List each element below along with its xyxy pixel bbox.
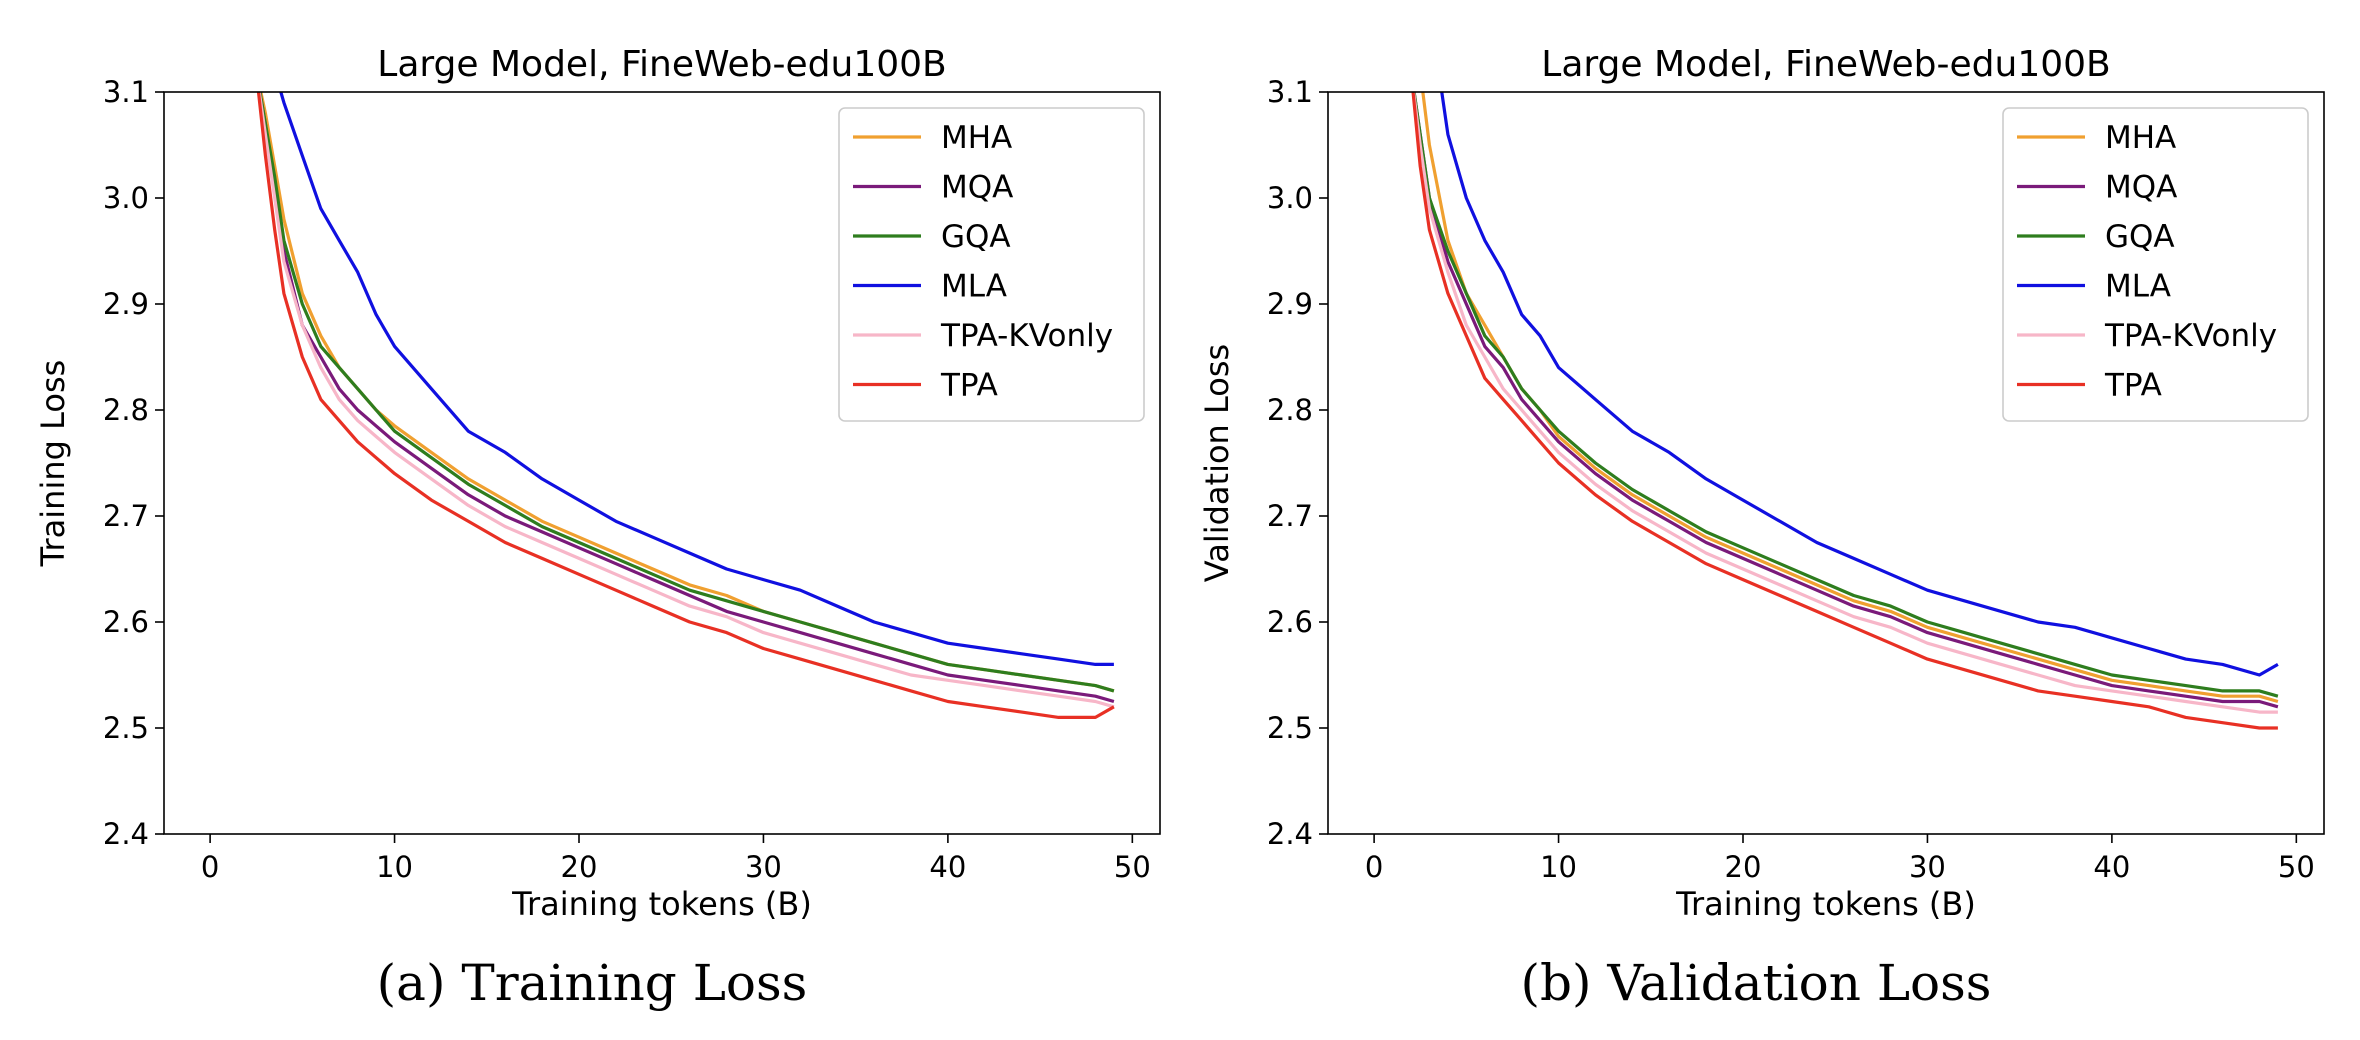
plot-frame <box>1327 91 2325 835</box>
series-line-mqa <box>1412 92 2279 709</box>
caption-b: (b) Validation Loss <box>1521 954 1992 1012</box>
series-line-gqa <box>258 92 1115 693</box>
x-axis-label: Training tokens (B) <box>511 885 812 923</box>
legend-label-tpa-kvonly: TPA-KVonly <box>940 318 1113 354</box>
x-tick-label: 0 <box>1365 850 1383 884</box>
y-tick-label: 2.7 <box>1267 499 1313 533</box>
y-tick-label: 3.0 <box>103 181 149 215</box>
y-tick-label: 2.5 <box>1267 711 1313 745</box>
legend: MHA MQA GQA MLA TPA-KVonly TPA <box>838 107 1145 422</box>
legend-label-mla: MLA <box>2105 269 2171 305</box>
y-tick-label: 2.9 <box>1267 287 1313 321</box>
series-lines <box>256 92 1115 719</box>
caption-a: (a) Training Loss <box>377 954 808 1012</box>
chart-title: Large Model, FineWeb-edu100B <box>1541 44 2110 85</box>
x-tick-label: 10 <box>376 850 413 884</box>
x-tick-label: 10 <box>1540 850 1577 884</box>
legend-label-mqa: MQA <box>941 170 1013 206</box>
chart-title: Large Model, FineWeb-edu100B <box>377 44 946 85</box>
x-tick-label: 30 <box>745 850 782 884</box>
y-axis-label: Validation Loss <box>1198 344 1236 582</box>
legend-label-mla: MLA <box>941 269 1007 305</box>
legend-label-mha: MHA <box>941 120 1012 156</box>
chart-panel-1: 0 10 20 30 40 50 2.4 2.5 2.6 2.7 2.8 2.9 3.0 3.1 Large… <box>1198 44 2325 923</box>
series-line-mla <box>1440 92 2279 677</box>
series-line-mha <box>1421 92 2279 704</box>
x-tick-label: 20 <box>1725 850 1762 884</box>
y-tick-label: 2.5 <box>103 711 149 745</box>
y-tick-label: 2.8 <box>1267 393 1313 427</box>
x-tick-label: 20 <box>561 850 598 884</box>
legend-label-gqa: GQA <box>941 219 1011 255</box>
legend-label-mqa: MQA <box>2105 170 2177 206</box>
series-line-tpa <box>256 92 1115 719</box>
legend-label-gqa: GQA <box>2105 219 2175 255</box>
legend-label-tpa-kvonly: TPA-KVonly <box>2104 318 2277 354</box>
x-tick-label: 30 <box>1909 850 1946 884</box>
series-line-tpa-kvonly <box>1412 92 2278 714</box>
y-tick-label: 2.4 <box>1267 817 1313 851</box>
y-tick-label: 2.8 <box>103 393 149 427</box>
legend: MHA MQA GQA MLA TPA-KVonly TPA <box>2002 107 2309 422</box>
x-axis-label: Training tokens (B) <box>1675 885 1976 923</box>
y-tick-label: 2.6 <box>1267 605 1313 639</box>
plot-frame <box>163 91 1161 835</box>
series-line-tpa-kvonly <box>257 92 1115 709</box>
y-tick-label: 2.4 <box>103 817 149 851</box>
y-tick-label: 3.1 <box>1267 75 1313 109</box>
y-tick-label: 2.6 <box>103 605 149 639</box>
y-tick-label: 2.9 <box>103 287 149 321</box>
x-tick-label: 50 <box>2278 850 2315 884</box>
x-tick-label: 0 <box>201 850 219 884</box>
x-tick-label: 50 <box>1114 850 1151 884</box>
series-lines <box>1411 92 2279 730</box>
series-line-tpa <box>1411 92 2278 730</box>
y-tick-label: 3.1 <box>103 75 149 109</box>
chart-panel-0: 0 10 20 30 40 50 2.4 2.5 2.6 2.7 2.8 2.9 3.0 3.1 Large… <box>34 44 1161 923</box>
series-line-mla <box>279 92 1114 666</box>
legend-label-tpa: TPA <box>940 368 998 404</box>
legend-label-tpa: TPA <box>2104 368 2162 404</box>
series-line-gqa <box>1412 92 2279 698</box>
y-tick-label: 3.0 <box>1267 181 1313 215</box>
legend-label-mha: MHA <box>2105 120 2176 156</box>
series-line-mqa <box>258 92 1115 704</box>
y-tick-label: 2.7 <box>103 499 149 533</box>
y-axis-label: Training Loss <box>34 360 72 568</box>
x-tick-label: 40 <box>2093 850 2130 884</box>
x-tick-label: 40 <box>929 850 966 884</box>
